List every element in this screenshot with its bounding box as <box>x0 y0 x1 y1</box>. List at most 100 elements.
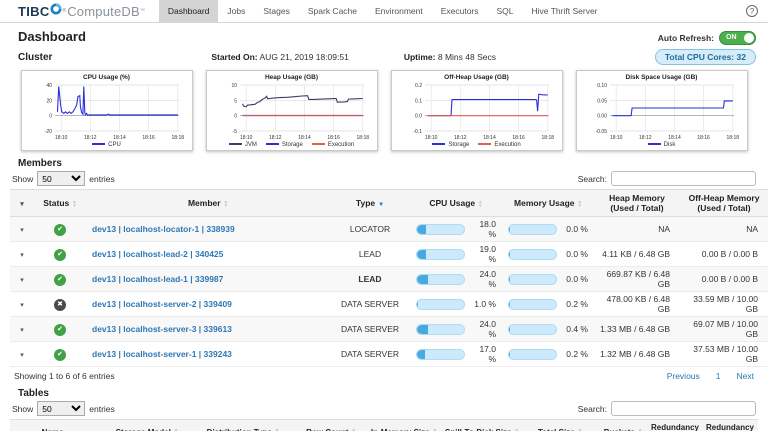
col-name[interactable]: Name▲ <box>10 419 104 431</box>
registered-mark: ® <box>62 8 67 14</box>
svg-text:18:10: 18:10 <box>609 135 622 141</box>
page-number[interactable]: 1 <box>715 371 721 381</box>
col-total-size[interactable]: Total Size▲▼ <box>522 419 598 431</box>
row-expander[interactable]: ▾ <box>10 241 34 267</box>
heap-memory-value: NA <box>594 216 680 242</box>
col-cpu-usage[interactable]: CPU Usage ▲ ▼ <box>410 189 502 217</box>
cpu-usage-bar <box>416 348 466 360</box>
auto-refresh-toggle[interactable]: ON <box>719 31 756 45</box>
cpu-usage-bar <box>416 298 466 310</box>
tab-environment[interactable]: Environment <box>375 6 423 16</box>
col-redundancy-status[interactable]: RedundancyStatus <box>702 419 758 431</box>
tables-page-size-select[interactable]: 50 <box>37 401 86 416</box>
col-spill-size[interactable]: Spill-To-Disk Size▲▼ <box>442 419 522 431</box>
svg-text:18:16: 18:16 <box>512 135 525 141</box>
previous-button[interactable]: Previous <box>666 371 700 381</box>
row-expander[interactable]: ▾ <box>10 216 34 242</box>
status-icon <box>54 298 66 311</box>
memory-usage-bar <box>508 248 558 260</box>
sort-icon: ▲▼ <box>577 427 583 431</box>
cpu-usage-bar <box>416 248 466 260</box>
nav-tabs: Dashboard Jobs Stages Spark Cache Enviro… <box>158 0 607 22</box>
legend-item: JVM <box>228 142 257 148</box>
svg-text:18:18: 18:18 <box>541 135 553 141</box>
offheap-memory-value: 0.00 B / 0.00 B <box>680 266 768 292</box>
col-storage-model[interactable]: Storage Model▲▼ <box>104 419 190 431</box>
tab-sql[interactable]: SQL <box>496 6 514 16</box>
member-type: DATA SERVER <box>330 341 410 367</box>
col-row-count[interactable]: Row Count▲▼ <box>296 419 366 431</box>
tab-dashboard[interactable]: Dashboard <box>158 0 219 22</box>
cpu-usage-bar <box>416 323 466 335</box>
tab-jobs[interactable]: Jobs <box>227 6 246 16</box>
cpu-usage-value: 1.0 % <box>474 299 496 309</box>
chevron-down-icon: ▾ <box>20 352 24 359</box>
svg-text:18:18: 18:18 <box>726 135 738 141</box>
memory-usage-value: 0.2 % <box>566 299 588 309</box>
started-on-label: Started On: <box>211 52 258 62</box>
svg-text:18:16: 18:16 <box>142 135 155 141</box>
member-link[interactable]: dev13 | localhost-lead-2 | 340425 <box>92 249 224 259</box>
next-button[interactable]: Next <box>736 371 754 381</box>
chevron-down-icon: ▾ <box>20 227 24 234</box>
tables-table: Name▲ Storage Model▲▼ Distribution Type▲… <box>10 419 758 431</box>
svg-text:18:16: 18:16 <box>327 135 340 141</box>
col-buckets[interactable]: Buckets▲▼ <box>598 419 648 431</box>
row-expander[interactable]: ▾ <box>10 341 34 367</box>
tab-spark-cache[interactable]: Spark Cache <box>307 6 357 16</box>
tables-page-size-control: Show 50 entries <box>12 401 115 416</box>
row-expander[interactable]: ▾ <box>10 291 34 317</box>
expand-all-header[interactable]: ▾ <box>10 189 34 217</box>
member-row: ▾ dev13 | localhost-server-2 | 339409 DA… <box>10 291 768 317</box>
svg-text:0: 0 <box>49 114 52 120</box>
member-link[interactable]: dev13 | localhost-locator-1 | 338939 <box>92 224 235 234</box>
col-memory-usage[interactable]: Memory Usage ▲ ▼ <box>502 189 594 217</box>
tab-stages[interactable]: Stages <box>263 6 290 16</box>
col-inmemory-size[interactable]: In-Memory Size▲▼ <box>366 419 442 431</box>
member-link[interactable]: dev13 | localhost-server-2 | 339409 <box>92 299 232 309</box>
col-distribution-type[interactable]: Distribution Type▲▼ <box>190 419 296 431</box>
cluster-summary-row: Cluster Started On: AUG 21, 2019 18:09:5… <box>0 45 768 67</box>
col-type[interactable]: Type ▼ <box>330 189 410 217</box>
members-page-size-select[interactable]: 50 <box>37 171 86 186</box>
tables-header-row: Name▲ Storage Model▲▼ Distribution Type▲… <box>10 419 758 431</box>
chart-legend: Storage Execution <box>394 142 560 148</box>
cpu-usage-bar <box>416 223 466 235</box>
help-icon[interactable]: ? <box>746 5 758 17</box>
tibco-o-icon <box>50 2 62 20</box>
svg-text:18:10: 18:10 <box>239 135 252 141</box>
sort-icon: ▲▼ <box>432 427 438 431</box>
sort-icon: ▲▼ <box>577 198 582 208</box>
uptime-value: 8 Mins 48 Secs <box>437 52 496 62</box>
col-heap-memory[interactable]: Heap Memory (Used / Total) <box>594 189 680 217</box>
svg-text:18:12: 18:12 <box>84 135 97 141</box>
total-cpu-cores-badge: Total CPU Cores: 32 <box>654 49 756 65</box>
member-link[interactable]: dev13 | localhost-server-1 | 339243 <box>92 349 232 359</box>
member-link[interactable]: dev13 | localhost-lead-1 | 339987 <box>92 274 224 284</box>
members-header-row: ▾ Status ▲ ▼ Member ▲ ▼ Type ▼ CPU Usage ▲ ▼ Me… <box>10 189 768 217</box>
chevron-down-icon: ▾ <box>20 277 24 284</box>
chart-title: Heap Usage (GB) <box>264 74 319 81</box>
chart-legend: JVM Storage Execution <box>209 142 375 148</box>
col-status[interactable]: Status ▲ ▼ <box>34 189 86 217</box>
col-offheap-memory[interactable]: Off-Heap Memory (Used / Total) <box>680 189 768 217</box>
uptime-label: Uptime: <box>403 52 436 62</box>
members-table: ▾ Status ▲ ▼ Member ▲ ▼ Type ▼ CPU Usage ▲ ▼ Me… <box>10 189 768 367</box>
tables-search-input[interactable] <box>611 401 756 416</box>
member-type: LEAD <box>330 241 410 267</box>
member-type: LEAD <box>330 266 410 292</box>
svg-text:0.05: 0.05 <box>597 98 607 104</box>
tab-hive-thrift-server[interactable]: Hive Thrift Server <box>531 6 598 16</box>
members-search-input[interactable] <box>611 171 756 186</box>
members-showing-summary: Showing 1 to 6 of 6 entries <box>14 371 115 381</box>
row-expander[interactable]: ▾ <box>10 266 34 292</box>
col-redundancy[interactable]: Redundancy▲▼ <box>648 419 702 431</box>
svg-text:0.00: 0.00 <box>597 114 607 120</box>
disk-usage-chart-card: Disk Space Usage (GB) 18:10 18:12 18:14 18:… <box>575 70 748 151</box>
offheap-usage-chart: 18:10 18:12 18:14 18:16 18:18 0.2 0.1 0.0 -0.1 <box>394 82 560 142</box>
row-expander[interactable]: ▾ <box>10 316 34 342</box>
col-member[interactable]: Member ▲ ▼ <box>86 189 330 217</box>
member-link[interactable]: dev13 | localhost-server-3 | 339613 <box>92 324 232 334</box>
svg-text:18:12: 18:12 <box>454 135 467 141</box>
tab-executors[interactable]: Executors <box>440 6 479 16</box>
